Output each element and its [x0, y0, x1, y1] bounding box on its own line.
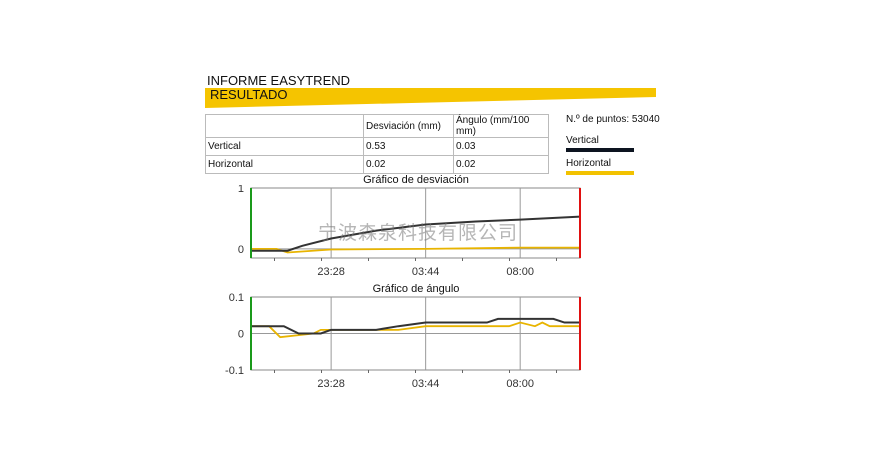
row-label: Vertical	[205, 137, 364, 156]
legend-label-vertical: Vertical	[566, 135, 599, 146]
chart-title-angle: Gráfico de ángulo	[372, 283, 460, 295]
deviation-chart: 23:28 03:44 08:00 1 0	[238, 185, 581, 278]
y-tick-label: 0	[238, 329, 244, 341]
header-cell: Ángulo (mm/100 mm)	[453, 114, 549, 138]
cell: 0.53	[363, 137, 454, 156]
table-header-row: Desviación (mm) Ángulo (mm/100 mm)	[205, 114, 549, 138]
series-line-vertical	[251, 317, 580, 335]
y-tick-label: 0.1	[229, 292, 244, 304]
legend-label-horizontal: Horizontal	[566, 158, 612, 169]
chart-title-deviation: Gráfico de desviación	[363, 174, 469, 186]
y-tick-label: -0.1	[225, 365, 244, 377]
section-banner: RESULTADO	[205, 87, 656, 108]
row-label: Horizontal	[205, 155, 364, 174]
y-tick-label: 0	[238, 244, 244, 256]
watermark: 宁波森泉科技有限公司	[318, 222, 519, 244]
x-tick-label: 03:44	[412, 378, 440, 390]
series-line-horizontal	[251, 246, 580, 254]
header-cell: Desviación (mm)	[363, 114, 454, 138]
legend: N.º de puntos: 53040 Vertical Horizontal	[566, 114, 660, 181]
x-tick-label: 08:00	[506, 378, 534, 390]
angle-chart: 23:28 03:44 08:00 0.1 0 -0.1	[225, 292, 581, 390]
cell: 0.03	[453, 137, 549, 156]
header-cell	[205, 114, 364, 138]
points-count: N.º de puntos: 53040	[566, 114, 660, 125]
cell: 0.02	[363, 155, 454, 174]
report-title: INFORME EASYTREND	[207, 73, 351, 88]
table-row: Vertical 0.53 0.03	[205, 137, 549, 156]
section-title: RESULTADO	[210, 87, 288, 102]
x-tick-label: 23:28	[317, 378, 345, 390]
x-tick-label: 23:28	[317, 266, 345, 278]
x-tick-label: 03:44	[412, 266, 440, 278]
series-line-horizontal	[251, 321, 580, 339]
table-row: Horizontal 0.02 0.02	[205, 155, 549, 174]
legend-swatch-vertical	[566, 148, 634, 152]
cell: 0.02	[453, 155, 549, 174]
x-tick-label: 08:00	[506, 266, 534, 278]
legend-swatch-horizontal	[566, 171, 634, 175]
series-line-vertical	[251, 215, 581, 252]
y-tick-label: 1	[238, 185, 244, 195]
results-table: Desviación (mm) Ángulo (mm/100 mm) Verti…	[205, 114, 549, 174]
